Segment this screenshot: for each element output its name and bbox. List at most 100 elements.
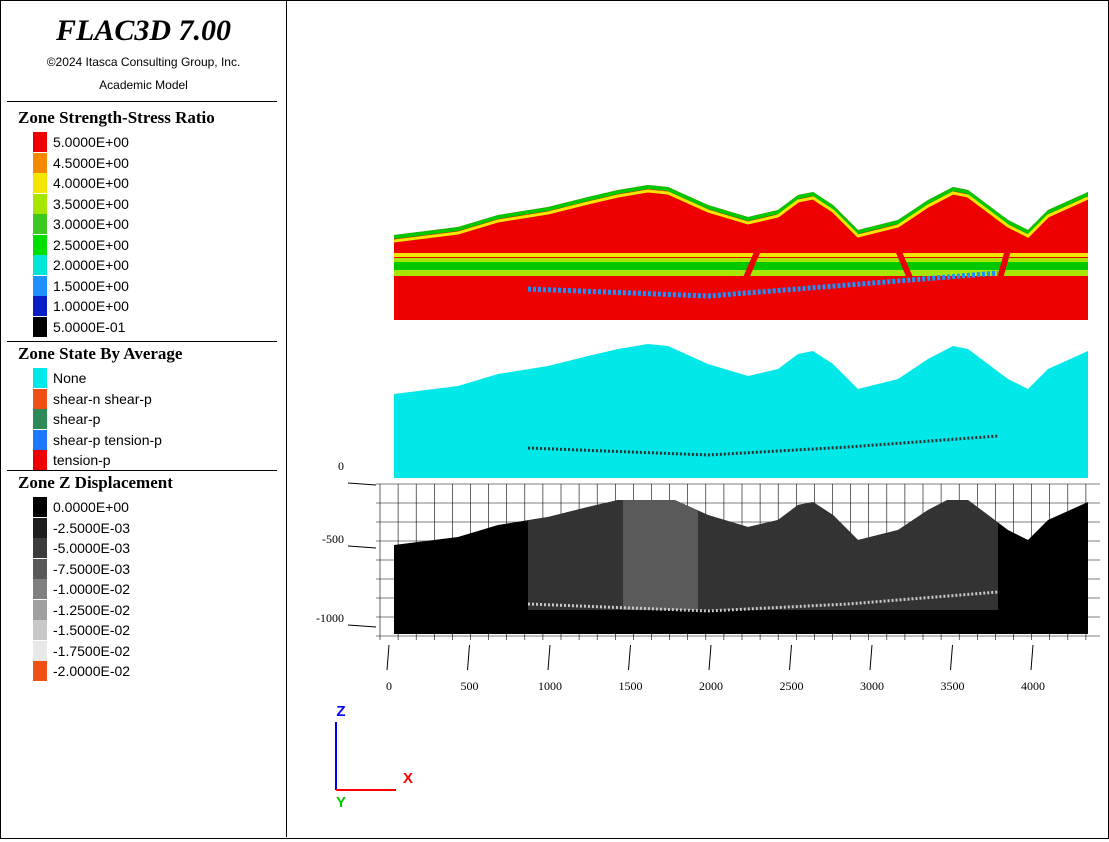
license-text: Academic Model bbox=[99, 78, 188, 92]
legend-title: Zone Strength-Stress Ratio bbox=[18, 108, 215, 127]
x-tick-label: 0 bbox=[386, 679, 392, 693]
legend-swatch bbox=[33, 388, 47, 409]
copyright-text: ©2024 Itasca Consulting Group, Inc. bbox=[46, 55, 241, 69]
z-displacement-panel bbox=[376, 483, 1100, 640]
legend-panel: FLAC3D 7.00 ©2024 Itasca Consulting Grou… bbox=[0, 0, 287, 837]
y-tick-mark bbox=[347, 624, 377, 628]
zone-state-panel bbox=[394, 344, 1088, 478]
legend-swatch bbox=[33, 275, 47, 296]
state-fill bbox=[394, 344, 1088, 478]
legend-label: 5.0000E+00 bbox=[53, 134, 129, 150]
legend-label: None bbox=[53, 370, 87, 386]
ratio-seam-core bbox=[394, 262, 1088, 270]
legend-label: shear-p bbox=[53, 411, 101, 427]
legend-label: 1.0000E+00 bbox=[53, 298, 129, 314]
x-tick-label: 3000 bbox=[860, 679, 884, 693]
x-tick-mark bbox=[467, 644, 470, 671]
legend-swatch bbox=[33, 214, 47, 234]
y-tick-mark bbox=[347, 545, 377, 549]
legend-label: -5.0000E-03 bbox=[53, 540, 131, 556]
legend-swatch bbox=[33, 538, 47, 558]
legend-swatch bbox=[33, 368, 47, 388]
legend-swatch bbox=[33, 132, 47, 152]
legend-divider bbox=[7, 341, 277, 342]
legend-label: 2.0000E+00 bbox=[53, 257, 129, 273]
legend-swatch bbox=[33, 620, 47, 640]
y-tick-label: 0 bbox=[338, 459, 344, 473]
x-tick-mark bbox=[789, 644, 792, 671]
legend-swatch bbox=[33, 152, 47, 173]
legend-label: 4.0000E+00 bbox=[53, 175, 129, 191]
legend-label: tension-p bbox=[53, 452, 111, 468]
x-tick-mark bbox=[950, 644, 953, 671]
ratio-seam-top bbox=[394, 253, 1088, 257]
ratio-fill bbox=[394, 185, 1088, 320]
x-tick-label: 500 bbox=[461, 679, 479, 693]
y-tick-label: -1000 bbox=[316, 611, 344, 625]
legend-swatch bbox=[33, 296, 47, 316]
legend-swatch bbox=[33, 316, 47, 337]
displacement-zone bbox=[528, 500, 998, 610]
app-title: FLAC3D 7.00 bbox=[55, 14, 232, 47]
legend-swatch bbox=[33, 558, 47, 579]
ratio-surface-band bbox=[394, 185, 1088, 239]
legend-swatch bbox=[33, 173, 47, 193]
strength-stress-ratio-panel bbox=[394, 185, 1088, 320]
legend-swatch bbox=[33, 661, 47, 681]
legend-label: 3.0000E+00 bbox=[53, 216, 129, 232]
legend-label: 5.0000E-01 bbox=[53, 318, 126, 335]
x-tick-mark bbox=[869, 644, 873, 671]
displacement-zone-high bbox=[623, 500, 698, 610]
x-tick-label: 4000 bbox=[1021, 679, 1045, 693]
legend-title: Zone State By Average bbox=[18, 344, 183, 363]
legend-label: 0.0000E+00 bbox=[53, 499, 129, 515]
legend-label: -1.0000E-02 bbox=[53, 581, 131, 597]
legend-swatch bbox=[33, 409, 47, 429]
legend-label: 1.5000E+00 bbox=[53, 277, 129, 294]
ratio-surface-band-inner bbox=[394, 189, 1088, 243]
legend-label: 2.5000E+00 bbox=[53, 236, 129, 253]
legend-swatch bbox=[33, 579, 47, 599]
model-canvas: 0 500 1000 1500 2000 2500 3000 3500 4000 0 -500 -10… bbox=[316, 185, 1100, 811]
x-tick-mark bbox=[628, 644, 631, 671]
x-tick-label: 3500 bbox=[941, 679, 965, 693]
x-tick-mark bbox=[547, 644, 551, 671]
legend-label: -7.5000E-03 bbox=[53, 560, 131, 577]
axes-triad: Z X Y bbox=[335, 703, 413, 811]
legend-swatch bbox=[33, 234, 47, 255]
legend-label: shear-n shear-p bbox=[53, 390, 152, 407]
x-tick-mark bbox=[386, 644, 390, 671]
x-tick-label: 2000 bbox=[699, 679, 723, 693]
legend-swatch bbox=[33, 640, 47, 661]
x-tick-label: 1500 bbox=[619, 679, 643, 693]
legend-swatch bbox=[33, 429, 47, 450]
legend-label: -1.5000E-02 bbox=[53, 622, 131, 638]
z-axis-label: Z bbox=[336, 703, 345, 720]
legend-swatch bbox=[33, 450, 47, 470]
x-tick-label: 2500 bbox=[780, 679, 804, 693]
model-view: 0 500 1000 1500 2000 2500 3000 3500 4000 0 -500 -10… bbox=[288, 0, 1108, 837]
legend-label: 3.5000E+00 bbox=[53, 195, 129, 212]
legend-swatch bbox=[33, 517, 47, 538]
legend-swatch bbox=[33, 193, 47, 214]
legend-swatch bbox=[33, 599, 47, 620]
axis-ticks: 0 500 1000 1500 2000 2500 3000 3500 4000 0 -500 -10… bbox=[316, 459, 1045, 693]
legend-swatch bbox=[33, 497, 47, 517]
legend-label: -1.7500E-02 bbox=[53, 642, 131, 659]
legend-label: 4.5000E+00 bbox=[53, 154, 129, 171]
x-tick-mark bbox=[1030, 644, 1034, 671]
x-tick-mark bbox=[708, 644, 712, 671]
y-tick-label: -500 bbox=[322, 532, 344, 546]
legend-label: -2.5000E-03 bbox=[53, 519, 131, 536]
x-tick-label: 1000 bbox=[538, 679, 562, 693]
legend-label: shear-p tension-p bbox=[53, 431, 162, 448]
legend-title: Zone Z Displacement bbox=[18, 473, 173, 492]
ratio-excavation-line bbox=[527, 270, 999, 299]
y-tick-mark bbox=[347, 482, 377, 486]
ratio-fracture-lines bbox=[725, 248, 1011, 320]
legend-swatch bbox=[33, 255, 47, 275]
y-axis-label: Y bbox=[336, 794, 346, 811]
legend-label: -1.2500E-02 bbox=[53, 601, 131, 618]
legend-divider bbox=[7, 470, 277, 471]
legend-divider bbox=[7, 101, 277, 102]
